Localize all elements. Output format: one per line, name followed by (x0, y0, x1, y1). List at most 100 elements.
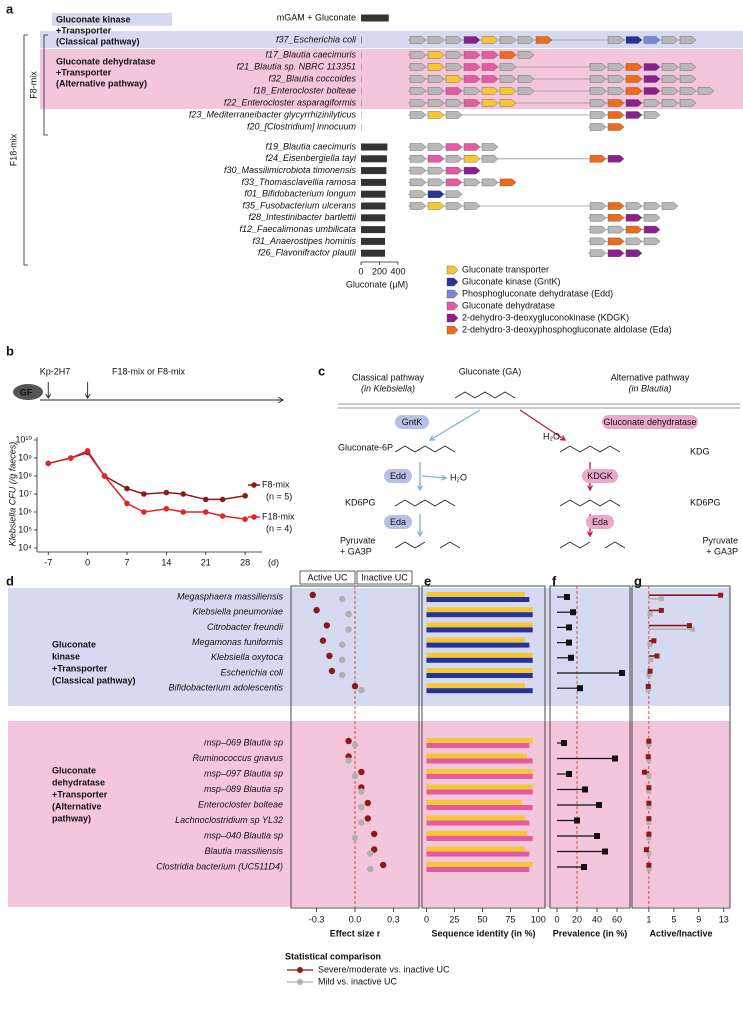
gene-arrow (607, 36, 625, 44)
species-label: Citrobacter freundii (207, 622, 284, 632)
gene-arrow (499, 75, 517, 83)
gene-arrow (427, 155, 445, 163)
ratio-head (646, 788, 652, 794)
header-label: Inactive UC (361, 572, 408, 582)
gene-arrow (427, 87, 445, 95)
group-title: (Classical pathway) (56, 36, 140, 46)
point (124, 485, 130, 492)
gene-arrow (697, 87, 715, 95)
species-label: Ruminococcus gnavus (192, 753, 283, 763)
gene-arrow (607, 75, 625, 83)
gene-arrow (625, 87, 643, 95)
lollipop-head (612, 755, 618, 762)
effect-point (319, 637, 327, 644)
gene-arrow (607, 249, 625, 257)
gene-arrow (427, 190, 445, 198)
legend-label: Gluconate dehydratase (462, 300, 555, 310)
enzyme-label: Gluconate dehydratase (603, 417, 696, 427)
x-axis-label: Sequence identity (in %) (431, 928, 535, 938)
strain-label: f24_Eisenbergiella tayi (265, 153, 357, 163)
structure-kd6pg-2 (559, 499, 621, 507)
gene-arrow (463, 143, 481, 151)
species-label: Clostridia bacterium (UC511D4) (156, 861, 283, 871)
metabolite: KDG (690, 446, 710, 456)
gene-arrow (589, 123, 607, 131)
enzyme-label: Edd (390, 471, 406, 481)
gene-arrow (589, 111, 607, 119)
gene-arrow (679, 75, 697, 83)
effect-point (326, 652, 333, 659)
ratio-head (690, 626, 696, 632)
gene-arrow (463, 51, 481, 59)
gene-arrow (607, 111, 625, 119)
group-title: dehydratase (52, 777, 105, 787)
effect-point (345, 737, 352, 745)
gene-arrow (643, 36, 661, 44)
group-title: kinase (52, 651, 80, 661)
panel-letter: b (6, 343, 14, 358)
enzyme-pill (395, 415, 429, 429)
legend-label: Gluconate kinase (GntK) (462, 276, 561, 286)
x-tick-label: 21 (201, 557, 211, 567)
gene-arrow (499, 99, 517, 107)
effect-point (379, 861, 387, 869)
strain-label: f12_Faecalimonas umbilicata (239, 224, 356, 234)
x-tick-label: 100 (531, 914, 546, 924)
gene-arrow (409, 166, 427, 175)
enzyme-pill (582, 469, 618, 483)
legend-n: (n = 4) (266, 523, 292, 533)
gene-arrow (427, 178, 445, 187)
header-label: Active UC (307, 572, 348, 582)
point (202, 496, 209, 503)
gene-arrow (679, 99, 697, 107)
gene-arrow (445, 143, 463, 151)
group-title: Gluconate dehydratase (56, 56, 156, 66)
gene-arrow (427, 51, 445, 59)
gene-arrow (463, 178, 481, 187)
x-axis-label: Gluconate (μM) (346, 279, 408, 289)
legend-label: Phosphogluconate dehydratase (Edd) (462, 288, 613, 298)
group-title: +Transporter (56, 67, 112, 77)
panel-box (421, 585, 546, 909)
structure-ga3p-2 (559, 541, 591, 549)
gene-arrow (607, 123, 625, 131)
group-band (8, 588, 730, 706)
gene-arrow (589, 87, 607, 95)
strain-label: f33_Thomasclavellia ramosa (241, 177, 356, 187)
identity-bar (426, 800, 522, 805)
gene-arrow (409, 178, 427, 187)
legend-label: 2-dehydro-3-deoxyphosphogluconate aldola… (462, 324, 672, 334)
gene-arrow (499, 87, 517, 95)
gene-arrow (481, 99, 499, 107)
y-tick-label: 10⁸ (18, 470, 32, 480)
strain-label: f31_Anaerostipes hominis (252, 236, 356, 246)
gene-arrow (445, 75, 463, 83)
legend-label: 2-dehydro-3-deoxygluconokinase (KDGK) (462, 312, 629, 322)
bracket (23, 34, 28, 266)
gene-arrow (409, 99, 427, 107)
group-title: +Transporter (56, 25, 112, 35)
identity-bar (426, 836, 533, 841)
species-label: Megasphaera massiliensis (177, 591, 284, 601)
identity-bar (426, 753, 528, 759)
ratio-head (658, 607, 664, 613)
ratio-head (646, 672, 652, 678)
x-axis-label: Effect size r (330, 928, 381, 938)
group-band (40, 31, 743, 48)
point (84, 448, 91, 454)
ratio-head (646, 816, 652, 822)
lollipop-head (596, 802, 602, 808)
gene-arrow (643, 99, 661, 107)
identity-bar (426, 769, 533, 774)
metabolite: KD6PG (690, 497, 721, 507)
reaction-arrow (417, 462, 423, 492)
strain-label: f26_Flavonifractor plautii (258, 248, 357, 258)
lollipop-head (619, 670, 625, 676)
gene-arrow (517, 75, 535, 83)
x-tick-label: 1 (646, 914, 651, 924)
identity-bar (426, 622, 533, 628)
group-title: Gluconate (52, 765, 96, 775)
legend-swatch (446, 265, 459, 275)
gene-arrow (409, 87, 427, 95)
ratio-head (645, 754, 651, 760)
